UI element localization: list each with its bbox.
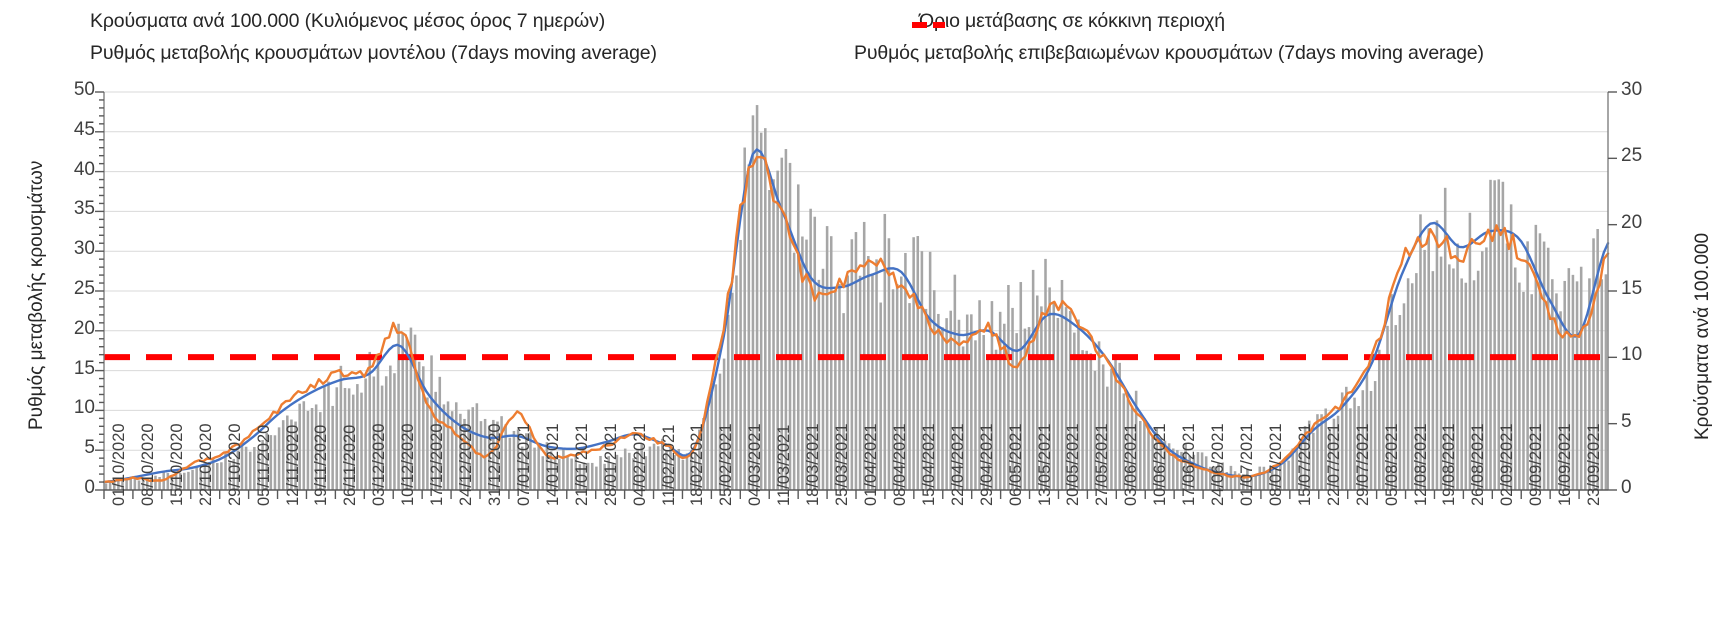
left-axis-tick-label: 10: [73, 397, 95, 419]
x-axis-tick-label: 16/09/2021: [1556, 423, 1575, 506]
x-axis-tick-label: 29/07/2021: [1353, 423, 1372, 506]
line-series-model-rate: [102, 148, 1610, 484]
x-axis-tick-label: 04/03/2021: [746, 423, 765, 506]
x-axis-tick-label: 25/03/2021: [833, 423, 852, 506]
legend-item-model-rate[interactable]: Ρυθμός μεταβολής κρουσμάτων μοντέλου (7d…: [83, 42, 657, 65]
x-axis-tick-label: 24/06/2021: [1209, 423, 1228, 506]
left-axis-tick-label: 0: [84, 477, 95, 498]
x-axis-tick-label: 18/02/2021: [688, 423, 707, 506]
left-axis-tick-label: 25: [73, 278, 95, 299]
x-axis-tick-label: 22/04/2021: [948, 423, 967, 506]
x-axis-tick-label: 09/09/2021: [1527, 423, 1546, 506]
legend-item-confirmed-rate[interactable]: Ρυθμός μεταβολής επιβεβαιωμένων κρουσμάτ…: [847, 42, 1484, 65]
x-axis-tick-label: 11/02/2021: [659, 424, 678, 506]
bar-series-cases-per-100k: [104, 105, 1608, 491]
x-axis-tick-label: 22/07/2021: [1324, 423, 1343, 506]
right-axis-tick-label: 5: [1621, 410, 1632, 432]
x-axis-tick-label: 29/04/2021: [977, 423, 996, 506]
x-axis-tick-label: 18/03/2021: [804, 423, 823, 506]
x-axis-tick-label: 01/10/2020: [110, 423, 128, 506]
x-axis-tick-label: 03/06/2021: [1122, 423, 1141, 506]
x-axis-tick-label: 12/08/2021: [1411, 423, 1430, 506]
x-axis-tick-label: 01/07/2021: [1238, 423, 1256, 506]
x-axis-tick-label: 10/06/2021: [1151, 423, 1170, 506]
left-axis-tick-label: 20: [73, 317, 95, 339]
legend-label-model-rate: Ρυθμός μεταβολής κρουσμάτων μοντέλου (7d…: [90, 42, 657, 64]
x-axis-tick-label: 20/05/2021: [1064, 423, 1083, 506]
legend-label-confirmed-rate: Ρυθμός μεταβολής επιβεβαιωμένων κρουσμάτ…: [854, 42, 1484, 64]
left-axis-tick-label: 45: [73, 118, 95, 140]
x-axis-tick-label: 22/10/2020: [196, 423, 215, 506]
right-axis-tick-label: 15: [1621, 278, 1643, 299]
x-axis-tick-label: 19/08/2021: [1440, 423, 1459, 506]
left-axis-tick-label: 15: [73, 357, 95, 379]
x-axis-tick-label: 31/12/2020: [486, 423, 504, 506]
right-axis-tick-label: 0: [1621, 477, 1632, 498]
x-axis-tick-label: 07/01/2021: [514, 423, 533, 506]
line-series-confirmed-rate: [102, 155, 1610, 484]
x-axis-tick-label: 01/04/2021: [862, 423, 880, 506]
x-axis-tick-label: 03/12/2020: [370, 423, 389, 506]
x-axis-tick-label: 23/09/2021: [1585, 423, 1604, 506]
legend-item-cases-per-100k[interactable]: Κρούσματα ανά 100.000 (Κυλιόμενος μέσος …: [83, 10, 605, 33]
x-axis-tick-label: 15/07/2021: [1295, 423, 1314, 506]
legend-label-cases-per-100k: Κρούσματα ανά 100.000 (Κυλιόμενος μέσος …: [90, 10, 606, 32]
x-axis-tick-label: 21/01/2021: [572, 423, 591, 506]
x-axis-tick-label: 15/04/2021: [919, 423, 938, 506]
x-axis-tick-label: 27/05/2021: [1093, 423, 1112, 506]
x-axis-tick-label: 26/11/2020: [341, 424, 360, 506]
right-axis-tick-label: 10: [1621, 344, 1643, 366]
x-axis-tick-label: 17/12/2020: [428, 423, 447, 506]
x-axis-tick-label: 25/02/2021: [717, 423, 736, 506]
x-axis-tick-label: 10/12/2020: [399, 423, 418, 506]
left-axis-tick-label: 30: [73, 238, 95, 260]
x-axis-tick-label: 05/11/2020: [254, 424, 273, 506]
x-axis-tick-label: 19/11/2020: [312, 424, 331, 506]
x-axis-tick-label: 29/10/2020: [225, 423, 244, 506]
chart-legend: Κρούσματα ανά 100.000 (Κυλιόμενος μέσος …: [0, 0, 1712, 75]
x-axis-tick-label: 05/08/2021: [1382, 423, 1401, 506]
x-axis-tick-label: 11/03/2021: [775, 424, 794, 506]
right-axis-tick-label: 30: [1621, 79, 1643, 100]
x-axis-tick-label: 13/05/2021: [1035, 423, 1054, 506]
left-axis-tick-label: 5: [84, 437, 95, 459]
x-axis-tick-label: 14/01/2021: [543, 423, 562, 506]
x-axis-tick-label: 08/10/2020: [138, 423, 157, 506]
x-axis-tick-label: 02/09/2021: [1498, 423, 1517, 506]
left-axis-tick-label: 50: [73, 79, 95, 100]
x-axis-tick-label: 12/11/2020: [283, 424, 302, 506]
x-axis-tick-label: 24/12/2020: [457, 423, 476, 506]
right-axis-tick-label: 20: [1621, 211, 1643, 233]
x-axis-tick-label: 28/01/2021: [601, 423, 620, 506]
legend-item-red-threshold[interactable]: Όριο μετάβασης σε κόκκινη περιοχή: [912, 10, 1225, 33]
x-axis-tick-label: 26/08/2021: [1469, 423, 1488, 506]
left-axis-tick-label: 40: [73, 158, 95, 180]
left-axis-tick-label: 35: [73, 198, 95, 220]
x-axis-tick-label: 04/02/2021: [630, 423, 649, 506]
legend-label-red-threshold: Όριο μετάβασης σε κόκκινη περιοχή: [919, 10, 1225, 32]
x-axis-tick-label: 15/10/2020: [167, 423, 186, 506]
x-axis-tick-label: 08/04/2021: [890, 423, 909, 506]
x-axis-tick-label: 17/06/2021: [1180, 423, 1199, 506]
x-axis-tick-label: 08/07/2021: [1266, 423, 1285, 506]
x-axis-tick-label: 06/05/2021: [1006, 423, 1025, 506]
right-axis-tick-label: 25: [1621, 145, 1643, 167]
